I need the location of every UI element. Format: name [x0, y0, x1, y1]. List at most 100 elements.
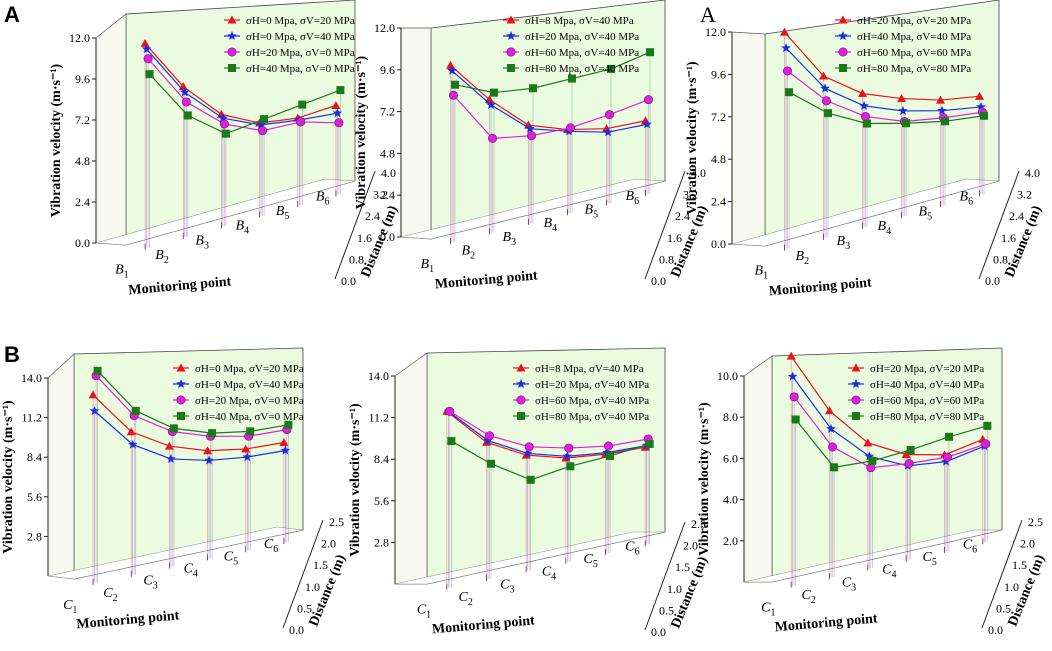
data-point	[279, 437, 289, 446]
series-3	[448, 90, 654, 243]
data-point	[221, 129, 230, 138]
series-4	[93, 366, 293, 583]
series-line	[790, 355, 984, 456]
data-point	[164, 441, 174, 450]
data-point	[242, 452, 252, 462]
floor	[47, 526, 304, 580]
x-tick-label: B2	[155, 248, 169, 266]
y-tick-label: 2.4	[75, 195, 90, 209]
legend-marker	[176, 395, 186, 405]
data-point	[331, 100, 341, 109]
x-tick-label: B4	[236, 219, 250, 237]
data-point	[606, 451, 614, 460]
legend-entry: σH=8 Mpa, σV=40 MPa	[525, 15, 634, 27]
data-point	[141, 44, 152, 54]
y-tick-label: 11.2	[368, 411, 389, 425]
legend-marker	[227, 47, 237, 57]
y-tick-label: 7.2	[75, 113, 90, 127]
z-axis-line	[334, 170, 376, 280]
series-line	[97, 370, 289, 434]
z-tick-label: 2.0	[683, 539, 698, 553]
series-1	[88, 390, 289, 583]
x-tick-label: C6	[625, 539, 639, 557]
data-point	[906, 445, 915, 454]
y-axis-label: Vibration velocity (m·s⁻¹)	[697, 402, 712, 556]
data-point	[241, 444, 251, 453]
y-tick-label: 4.8	[75, 154, 90, 168]
data-point	[980, 111, 988, 120]
data-point	[976, 101, 986, 111]
legend-entry: σH=0 Mpa, σV=40 MPa	[195, 379, 304, 391]
z-tick-label: 1.6	[667, 231, 682, 245]
legend-entry: σH=0 Mpa, σV=40 MPa	[246, 31, 355, 43]
data-point	[824, 109, 832, 118]
data-point	[981, 439, 991, 449]
data-point	[863, 438, 873, 447]
side-wall	[731, 31, 766, 247]
data-point	[218, 113, 228, 123]
data-point	[88, 390, 98, 399]
data-point	[562, 451, 573, 461]
z-tick-label: 3.2	[1017, 188, 1032, 202]
legend-marker	[516, 379, 526, 388]
z-tick-label: 0.8	[993, 252, 1008, 266]
y-tick-label: 8.0	[723, 410, 738, 424]
series-line	[149, 73, 341, 135]
x-tick-label: B4	[544, 216, 558, 234]
data-point	[332, 108, 343, 118]
legend-marker	[227, 15, 237, 24]
legend-marker	[506, 15, 516, 24]
x-tick-label: C1	[761, 601, 775, 619]
series-line	[449, 410, 649, 449]
panel-b3: 2.0 4.0 6.0 8.0 10.0 Vibration velocity (m·s⁻…	[697, 347, 1048, 637]
legend-entry: σH=20 Mpa, σV=20 MPa	[857, 15, 971, 27]
legend-marker	[516, 395, 526, 405]
data-point	[260, 115, 269, 124]
data-point	[785, 88, 793, 97]
data-point	[828, 442, 838, 452]
data-point	[901, 449, 911, 458]
legend: σH=0 Mpa, σV=20 MPa σH=0 Mpa, σV=40 MPa σH…	[173, 363, 304, 423]
legend: σH=0 Mpa, σV=20 MPa σH=0 Mpa, σV=40 MPa σH…	[224, 15, 355, 75]
series-line	[795, 419, 988, 468]
data-point	[564, 443, 574, 453]
data-point	[451, 80, 459, 89]
y-axis-label: Vibration velocity (m·s⁻¹)	[685, 61, 700, 215]
data-point	[937, 105, 947, 115]
legend-entry: σH=40 Mpa, σV=0 MPa	[246, 63, 355, 75]
series-line	[94, 410, 286, 462]
legend-marker	[517, 412, 525, 420]
x-tick-label: C5	[224, 549, 238, 567]
data-point	[524, 442, 534, 452]
data-point	[522, 448, 533, 458]
y-tick-label: 7.2	[380, 105, 395, 119]
z-tick-label: 2.5	[329, 515, 344, 529]
data-point	[780, 27, 789, 36]
x-tick-label: B3	[837, 234, 851, 252]
y-tick-label: 12.0	[374, 21, 395, 35]
data-point	[861, 111, 871, 121]
data-point	[140, 38, 150, 47]
z-tick-label: 2.4	[675, 209, 690, 223]
data-point	[181, 97, 191, 107]
legend-marker	[838, 15, 848, 24]
data-point	[208, 429, 217, 438]
series-3	[445, 406, 653, 588]
y-tick-label: 4.8	[711, 152, 726, 166]
x-tick-label: B6	[626, 189, 640, 207]
z-tick-label: 1.6	[357, 231, 372, 245]
y-tick-label: 5.6	[374, 494, 389, 508]
floor	[731, 178, 1000, 247]
data-point	[863, 119, 871, 128]
data-point	[219, 119, 229, 129]
data-point	[166, 453, 176, 463]
data-point	[941, 117, 949, 126]
legend-entry: σH=60 Mpa, σV=60 MPa	[857, 47, 971, 59]
z-tick-label: 2.0	[1020, 537, 1035, 551]
z-tick-label: 1.6	[1001, 231, 1016, 245]
series-2	[787, 371, 990, 586]
data-point	[128, 439, 138, 449]
y-tick-label: 12.0	[705, 25, 726, 39]
z-axis-line	[644, 170, 686, 280]
